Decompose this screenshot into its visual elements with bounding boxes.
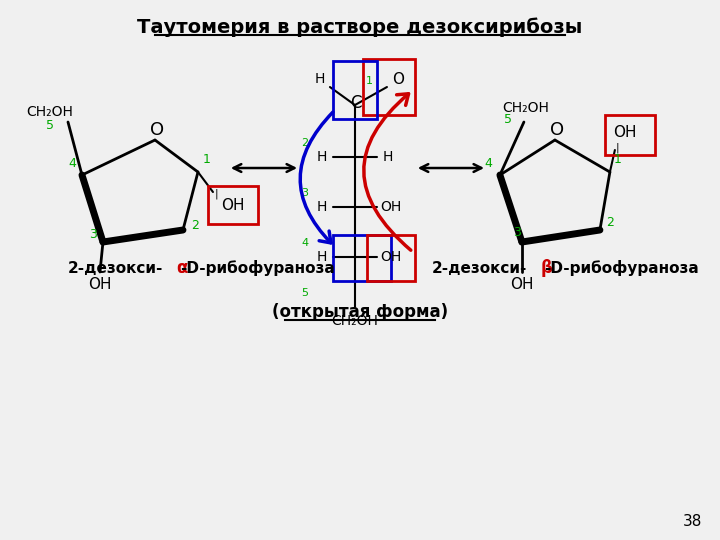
- Text: 4: 4: [68, 157, 76, 170]
- Text: H: H: [383, 150, 393, 164]
- Text: O: O: [550, 121, 564, 139]
- Text: OH: OH: [380, 250, 402, 264]
- Text: O: O: [150, 121, 164, 139]
- Bar: [333, 61, 377, 119]
- Text: CH₂OH: CH₂OH: [27, 105, 73, 119]
- Text: 4: 4: [302, 238, 308, 248]
- Text: 2: 2: [606, 215, 614, 228]
- Text: OH: OH: [613, 125, 636, 139]
- Text: α: α: [176, 259, 188, 277]
- Text: O: O: [392, 71, 404, 86]
- Text: H: H: [317, 200, 327, 214]
- Text: -D-рибофураноза: -D-рибофураноза: [544, 260, 699, 276]
- Text: H: H: [317, 250, 327, 264]
- Text: |: |: [214, 189, 217, 199]
- Text: 3: 3: [513, 226, 521, 239]
- Text: 3: 3: [302, 188, 308, 198]
- Text: 3: 3: [89, 227, 97, 240]
- Bar: [208, 186, 258, 224]
- Text: H: H: [315, 72, 325, 86]
- Text: 4: 4: [484, 157, 492, 170]
- Text: (открытая форма): (открытая форма): [272, 303, 448, 321]
- Text: C: C: [350, 94, 361, 112]
- Text: 2: 2: [302, 138, 308, 148]
- Text: 5: 5: [504, 112, 512, 125]
- Text: β: β: [541, 259, 553, 277]
- Text: OH: OH: [380, 200, 402, 214]
- Text: -D-рибофураноза: -D-рибофураноза: [181, 260, 336, 276]
- Text: CH₂OH: CH₂OH: [331, 314, 379, 328]
- Text: 2: 2: [191, 219, 199, 232]
- Text: Таутомерия в растворе дезоксирибозы: Таутомерия в растворе дезоксирибозы: [138, 17, 582, 37]
- Text: |: |: [616, 143, 620, 153]
- Text: H: H: [317, 150, 327, 164]
- Text: 5: 5: [302, 288, 308, 298]
- Text: OH: OH: [510, 278, 534, 293]
- Text: 2-дезокси-: 2-дезокси-: [67, 260, 163, 275]
- Bar: [333, 235, 391, 281]
- Text: CH₂OH: CH₂OH: [503, 101, 549, 115]
- Text: 5: 5: [46, 118, 54, 132]
- Text: 38: 38: [683, 515, 703, 529]
- Text: 1: 1: [614, 152, 622, 166]
- Text: 1: 1: [203, 152, 211, 166]
- FancyArrowPatch shape: [364, 94, 411, 250]
- Bar: [605, 115, 655, 155]
- Text: OH: OH: [89, 278, 112, 293]
- Text: 1: 1: [366, 76, 372, 86]
- Bar: [363, 59, 415, 115]
- Text: 2-дезокси-: 2-дезокси-: [432, 260, 528, 275]
- Text: OH: OH: [221, 198, 245, 213]
- Bar: [367, 235, 415, 281]
- FancyArrowPatch shape: [300, 112, 333, 243]
